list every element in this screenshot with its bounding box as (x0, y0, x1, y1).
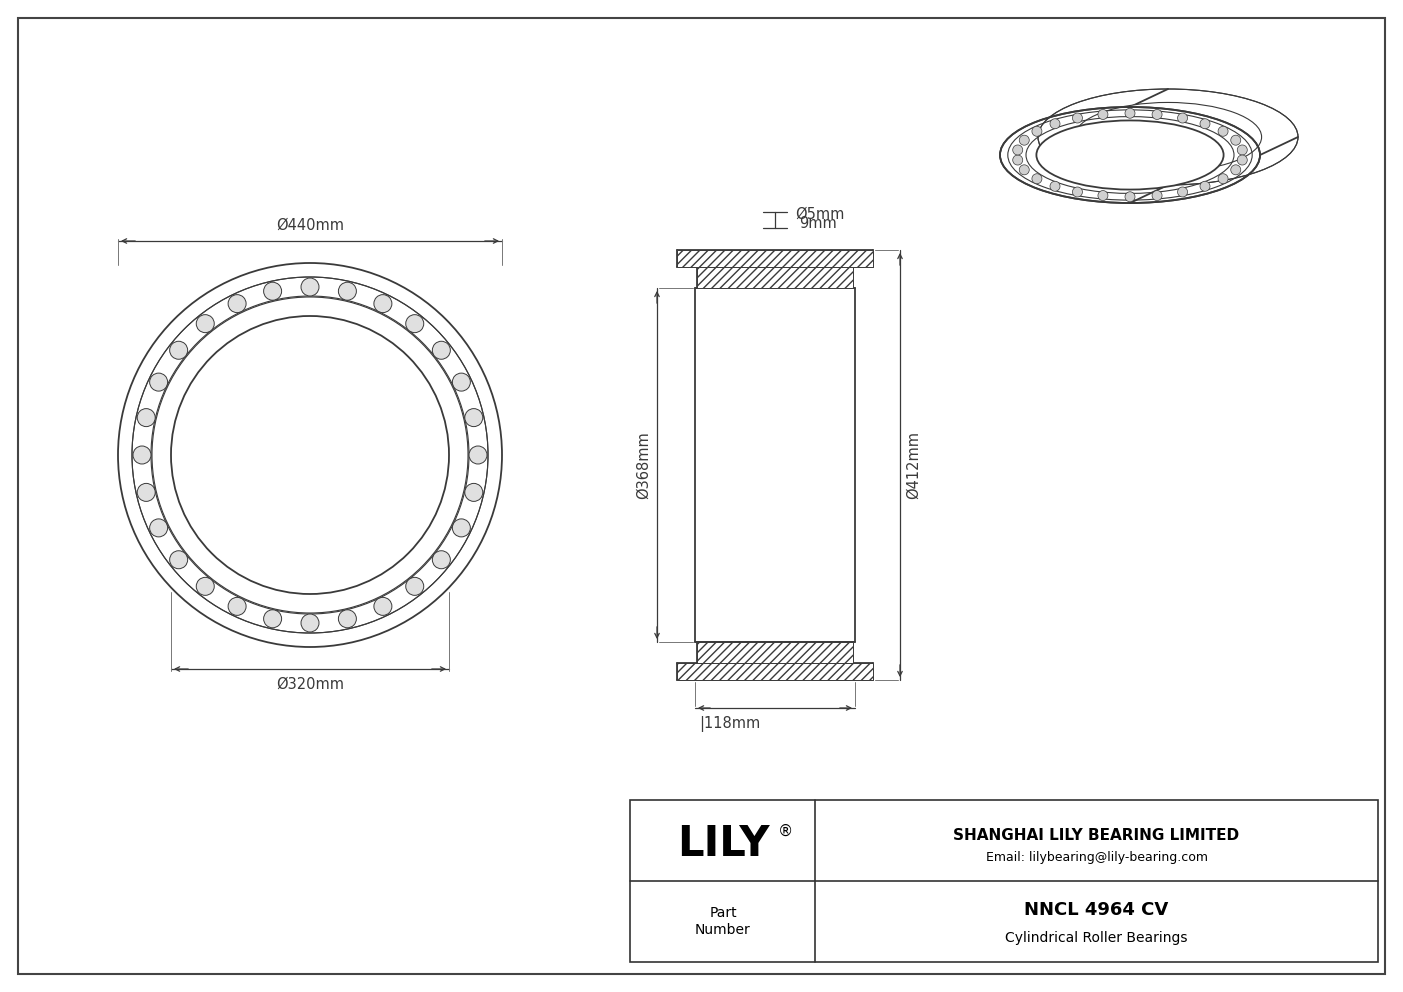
Circle shape (1019, 135, 1030, 145)
Ellipse shape (1037, 120, 1223, 189)
Text: Cylindrical Roller Bearings: Cylindrical Roller Bearings (1006, 930, 1188, 944)
Circle shape (1049, 182, 1061, 191)
Circle shape (1013, 145, 1023, 155)
Circle shape (1019, 165, 1030, 175)
Circle shape (196, 314, 215, 332)
Circle shape (432, 341, 450, 359)
Text: Ø412mm: Ø412mm (906, 431, 920, 499)
Circle shape (133, 446, 152, 464)
Circle shape (1125, 108, 1135, 118)
Bar (697, 642, 853, 663)
Circle shape (1237, 155, 1247, 165)
Text: Ø368mm: Ø368mm (636, 432, 651, 499)
Bar (678, 663, 873, 680)
Text: Ø5mm: Ø5mm (796, 206, 845, 221)
Circle shape (1200, 182, 1209, 191)
Circle shape (1230, 165, 1240, 175)
Text: NNCL 4964 CV: NNCL 4964 CV (1024, 901, 1169, 920)
Bar (630, 800, 1378, 962)
Circle shape (302, 614, 318, 632)
Text: ®: ® (777, 824, 793, 839)
Circle shape (264, 610, 282, 628)
Bar (697, 267, 853, 288)
Circle shape (1218, 126, 1228, 136)
Circle shape (1177, 186, 1187, 197)
Circle shape (405, 577, 424, 595)
Circle shape (1152, 190, 1162, 200)
Circle shape (373, 597, 391, 615)
Circle shape (1072, 113, 1083, 123)
Text: Email: lilybearing@lily-bearing.com: Email: lilybearing@lily-bearing.com (985, 851, 1208, 864)
Circle shape (1152, 109, 1162, 119)
Text: Ø320mm: Ø320mm (276, 677, 344, 692)
Circle shape (338, 282, 356, 301)
Circle shape (1230, 135, 1240, 145)
Text: 9mm: 9mm (798, 216, 836, 231)
Circle shape (1013, 155, 1023, 165)
Circle shape (464, 483, 483, 501)
Circle shape (464, 409, 483, 427)
Circle shape (137, 409, 156, 427)
Circle shape (196, 577, 215, 595)
Circle shape (405, 314, 424, 332)
Bar (678, 663, 873, 680)
Circle shape (432, 551, 450, 568)
Circle shape (373, 295, 391, 312)
Circle shape (338, 610, 356, 628)
Circle shape (229, 597, 246, 615)
Circle shape (1200, 119, 1209, 129)
Text: LILY: LILY (676, 822, 769, 865)
Bar (678, 250, 873, 267)
Circle shape (150, 373, 167, 391)
Circle shape (469, 446, 487, 464)
Bar (697, 642, 853, 663)
Circle shape (452, 519, 470, 537)
Circle shape (1218, 174, 1228, 184)
Circle shape (1033, 174, 1042, 184)
Text: Part
Number: Part Number (694, 907, 751, 936)
Circle shape (1033, 126, 1042, 136)
Text: SHANGHAI LILY BEARING LIMITED: SHANGHAI LILY BEARING LIMITED (954, 828, 1240, 843)
Ellipse shape (1075, 102, 1261, 172)
Circle shape (150, 519, 167, 537)
Circle shape (452, 373, 470, 391)
Circle shape (229, 295, 246, 312)
Circle shape (1099, 190, 1108, 200)
Text: Ø440mm: Ø440mm (276, 218, 344, 233)
Circle shape (1125, 191, 1135, 201)
Circle shape (302, 278, 318, 296)
Circle shape (1049, 119, 1061, 129)
Text: |118mm: |118mm (699, 716, 760, 732)
Circle shape (1072, 186, 1083, 197)
Circle shape (1237, 145, 1247, 155)
Circle shape (1099, 109, 1108, 119)
Bar (697, 267, 853, 288)
Circle shape (264, 282, 282, 301)
Circle shape (170, 551, 188, 568)
Circle shape (1177, 113, 1187, 123)
Bar (678, 250, 873, 267)
Circle shape (170, 341, 188, 359)
Circle shape (137, 483, 156, 501)
Ellipse shape (1038, 89, 1298, 185)
